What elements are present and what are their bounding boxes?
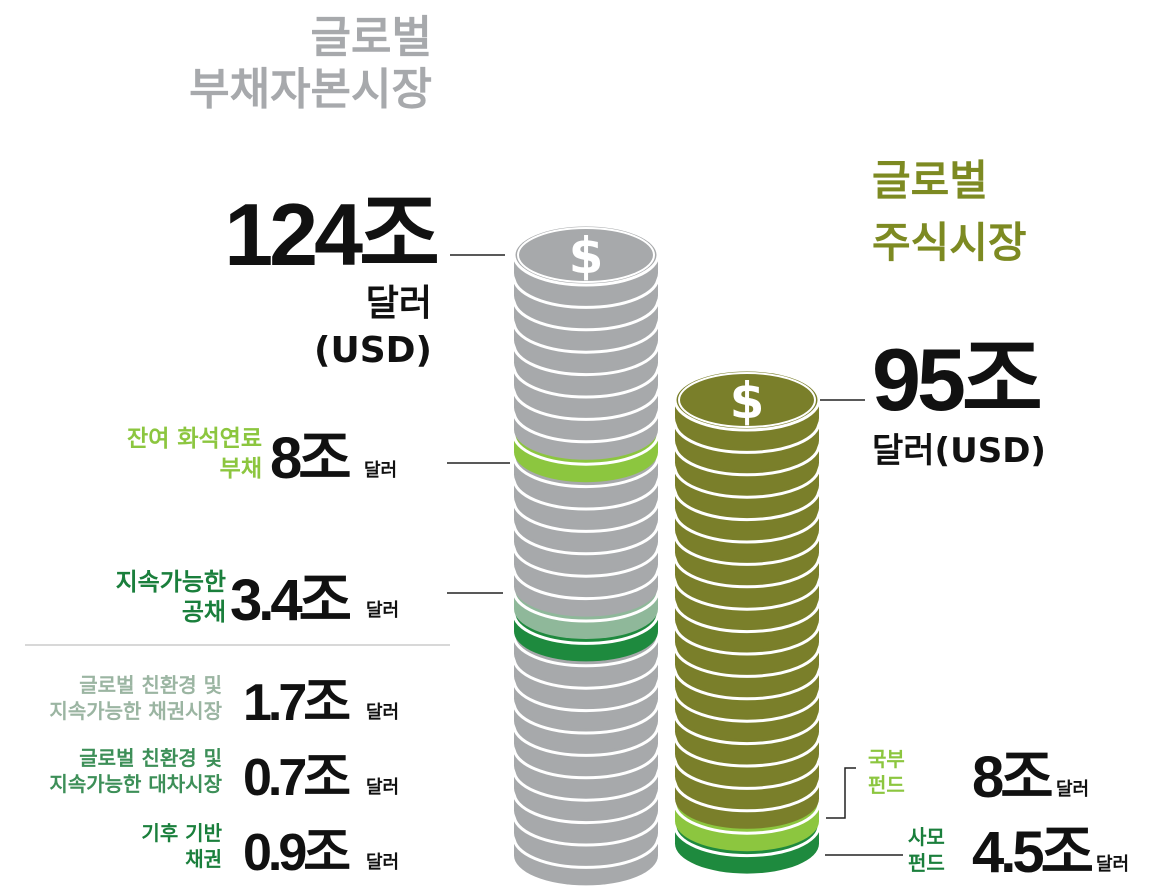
title: 글로벌 (872, 156, 988, 205)
item-label: 지속가능한 대차시장 (49, 772, 222, 796)
item-amount: 0.9조 (243, 824, 350, 882)
item-label: 펀드 (868, 773, 905, 797)
item-label: 펀드 (908, 851, 945, 875)
title: 주식시장 (872, 218, 1027, 267)
coin-face-top (678, 372, 816, 428)
item-unit: 달러 (366, 852, 399, 873)
item-label: 공채 (182, 598, 226, 626)
coin-symbol: $ (730, 372, 765, 430)
coin-stacks: $$ (512, 223, 821, 886)
item-label: 글로벌 친환경 및 (79, 746, 222, 770)
amount: 95조 (872, 330, 1040, 429)
item-label: 부채 (220, 456, 262, 482)
currency: (USD) (314, 330, 432, 371)
item-amount: 8조 (270, 426, 350, 491)
item-label: 국부 (868, 747, 905, 771)
item-unit: 달러 (366, 600, 399, 621)
item-amount: 0.7조 (243, 749, 350, 807)
title: 글로벌 (311, 12, 432, 63)
amount: 124조 (224, 185, 437, 284)
coin-face-top (517, 227, 655, 283)
item-unit: 달러 (364, 460, 397, 481)
item-label: 지속가능한 (116, 568, 226, 596)
item-label: 사모 (908, 825, 945, 849)
item-unit: 달러 (366, 777, 399, 798)
item-unit: 달러 (1056, 779, 1089, 800)
item-label: 기후 기반 (141, 821, 222, 845)
item-label: 지속가능한 채권시장 (49, 699, 222, 723)
item-amount: 3.4조 (230, 568, 351, 633)
item-unit: 달러 (1096, 854, 1129, 875)
item-amount: 8조 (972, 745, 1052, 810)
coin-symbol: $ (569, 227, 604, 285)
title: 부채자본시장 (189, 64, 432, 115)
item-label: 글로벌 친환경 및 (79, 673, 222, 697)
item-label: 채권 (185, 847, 222, 871)
connectors (447, 254, 903, 856)
item-amount: 1.7조 (243, 674, 350, 732)
unit: 달러 (366, 283, 432, 324)
item-unit: 달러 (366, 702, 399, 723)
item-label: 잔여 화석연료 (127, 426, 262, 452)
unit: 달러(USD) (872, 431, 1046, 471)
item-amount: 4.5조 (972, 820, 1093, 885)
